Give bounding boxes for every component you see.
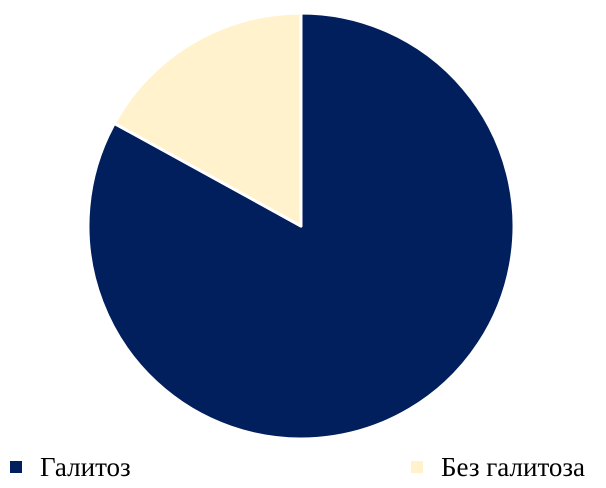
pie-chart bbox=[86, 11, 516, 440]
legend: Галитоз Без галитоза bbox=[0, 452, 606, 482]
pie-slice-halitosis bbox=[86, 11, 516, 440]
legend-swatch-no-halitosis bbox=[411, 461, 423, 473]
legend-label-halitosis: Галитоз bbox=[40, 452, 131, 482]
legend-item-no-halitosis: Без галитоза bbox=[411, 452, 585, 482]
pie-slices bbox=[86, 11, 516, 440]
legend-item-halitosis: Галитоз bbox=[10, 452, 131, 482]
legend-label-no-halitosis: Без галитоза bbox=[441, 452, 586, 482]
legend-swatch-halitosis bbox=[10, 461, 22, 473]
pie-slice-no-halitosis bbox=[112, 11, 303, 228]
